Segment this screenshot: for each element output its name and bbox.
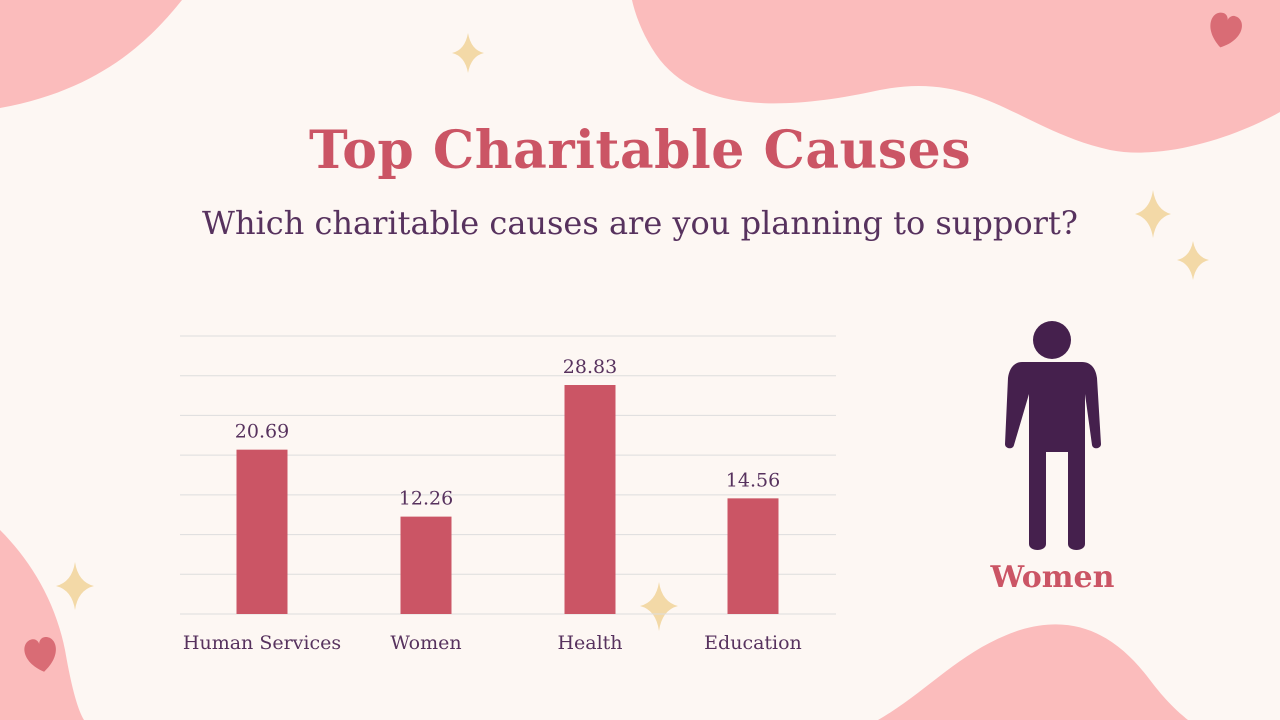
bottom-right-blob bbox=[878, 624, 1188, 720]
bar-women bbox=[400, 516, 452, 614]
category-label: Health bbox=[557, 632, 622, 654]
data-label: 12.26 bbox=[399, 488, 453, 510]
sparkle-icon bbox=[452, 33, 484, 73]
person-icon bbox=[1005, 321, 1101, 550]
data-label: 28.83 bbox=[563, 356, 617, 378]
chart-bars bbox=[236, 385, 779, 614]
heart-icon bbox=[1210, 12, 1242, 48]
sparkle-icon bbox=[640, 582, 678, 631]
category-label: Women bbox=[390, 632, 461, 654]
sparkle-icon bbox=[1135, 190, 1171, 238]
bottom-left-blob bbox=[0, 530, 84, 720]
sparkle-icon bbox=[56, 562, 94, 610]
heart-icon bbox=[24, 637, 56, 672]
sparkle-icon bbox=[1177, 241, 1209, 280]
category-label: Human Services bbox=[183, 632, 341, 654]
top-right-blob bbox=[632, 0, 1280, 153]
data-label: 14.56 bbox=[726, 469, 780, 491]
top-left-blob bbox=[0, 0, 182, 108]
bar-health bbox=[564, 385, 616, 614]
bar-human-services bbox=[236, 449, 288, 614]
slide-subtitle: Which charitable causes are you planning… bbox=[202, 204, 1078, 242]
bar-education bbox=[727, 498, 779, 614]
slide-title: Top Charitable Causes bbox=[309, 120, 971, 181]
legend-label: Women bbox=[990, 560, 1115, 595]
data-label: 20.69 bbox=[235, 421, 289, 443]
chart-labels: 20.69 Human Services 12.26 Women 28.83 Health… bbox=[183, 356, 802, 654]
chart-grid bbox=[180, 335, 836, 615]
category-label: Education bbox=[704, 632, 802, 654]
